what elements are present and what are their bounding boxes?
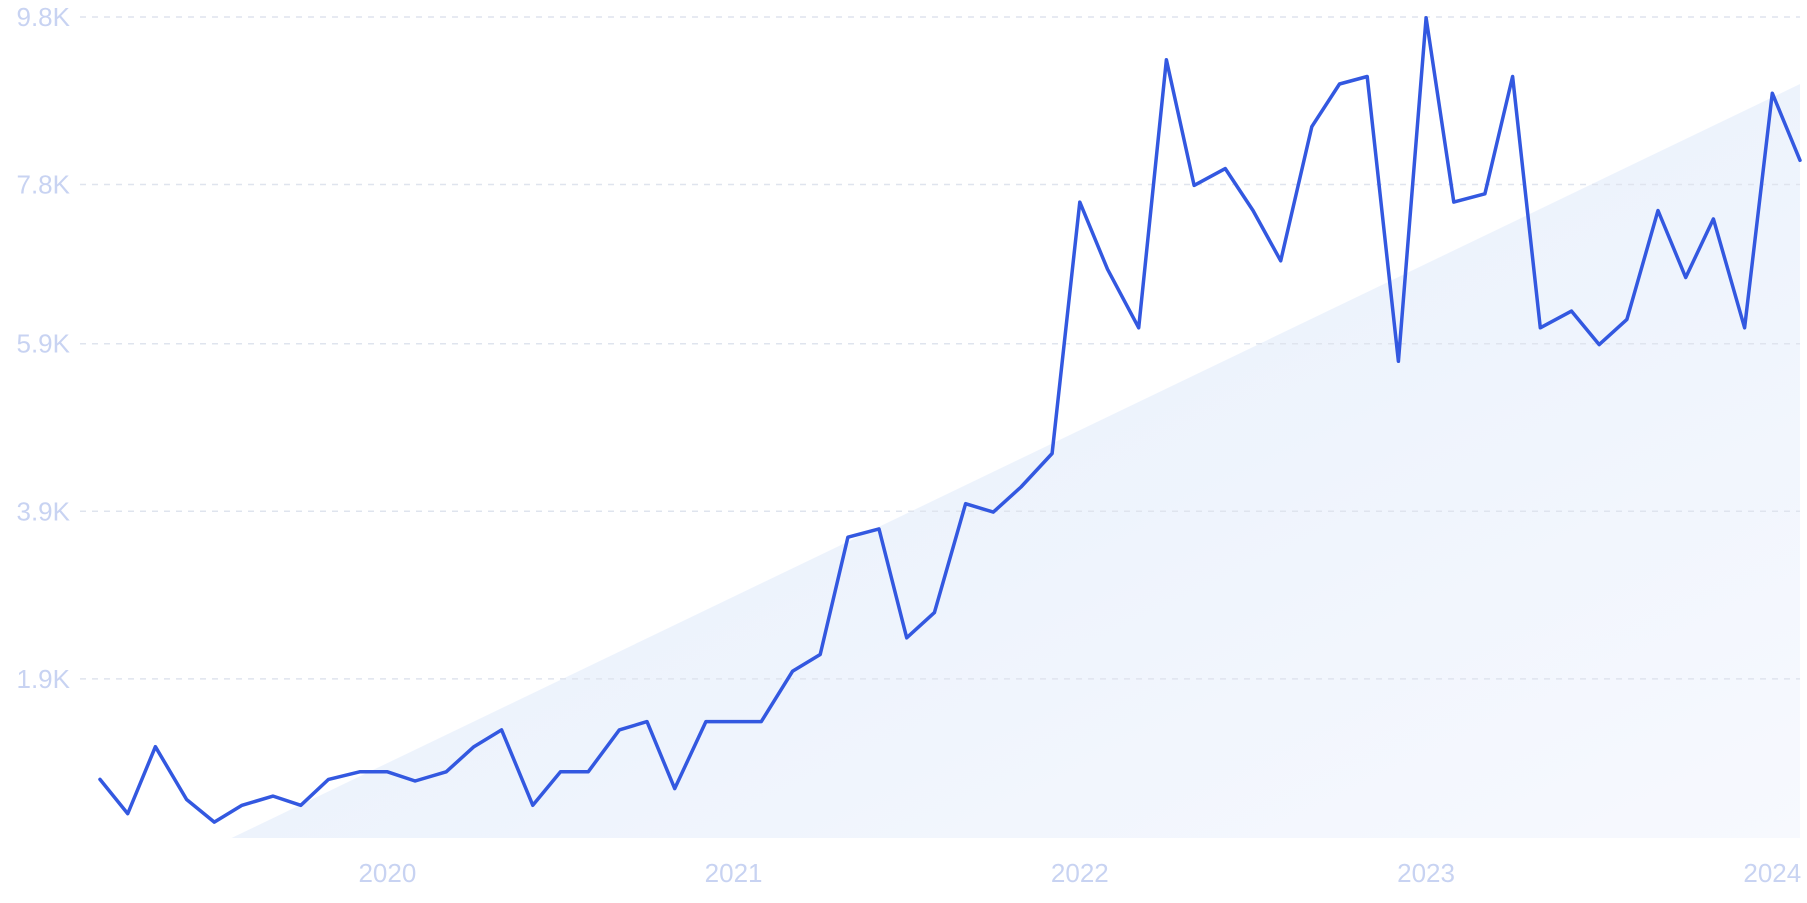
x-tick-label: 2022 bbox=[1051, 858, 1109, 888]
y-tick-label: 7.8K bbox=[17, 170, 71, 200]
x-tick-label: 2020 bbox=[358, 858, 416, 888]
x-tick-label: 2021 bbox=[705, 858, 763, 888]
y-tick-label: 5.9K bbox=[17, 329, 71, 359]
y-tick-label: 1.9K bbox=[17, 664, 71, 694]
x-tick-label: 2023 bbox=[1397, 858, 1455, 888]
y-tick-label: 3.9K bbox=[17, 496, 71, 526]
trend-area bbox=[231, 84, 1800, 839]
y-tick-label: 9.8K bbox=[17, 2, 71, 32]
x-axis-labels: 2020 2021 2022 2023 2024 bbox=[358, 858, 1801, 888]
gridlines-layer bbox=[80, 16, 1800, 680]
x-tick-label: 2024 bbox=[1743, 858, 1801, 888]
series-line-0 bbox=[98, 16, 1802, 824]
y-axis-labels: 1.9K 3.9K 5.9K 7.8K 9.8K bbox=[17, 2, 71, 694]
trend-area-layer bbox=[231, 84, 1800, 839]
series-layer bbox=[98, 16, 1802, 824]
